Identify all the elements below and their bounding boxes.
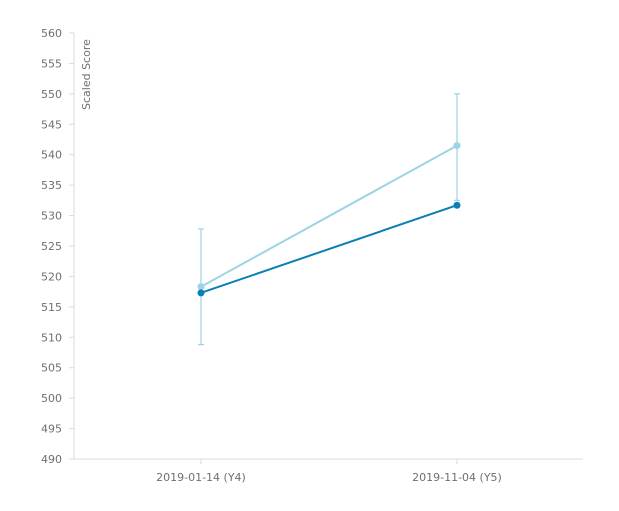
y-axis-title: Scaled Score	[80, 39, 93, 110]
y-tick-label: 550	[41, 88, 62, 101]
y-tick-label: 515	[41, 301, 62, 314]
series-line	[200, 204, 458, 294]
y-tick-label: 540	[41, 149, 62, 162]
y-tick-label: 545	[41, 118, 62, 131]
y-tick-label: 505	[41, 362, 62, 375]
y-tick-label: 495	[41, 423, 62, 436]
series-0	[197, 93, 461, 346]
data-point[interactable]	[453, 201, 461, 209]
y-axis: 490 495 500 505 510 515 520 525 530 535 540 545 550 5…	[41, 27, 75, 466]
data-point[interactable]	[197, 289, 205, 297]
data-point[interactable]	[453, 142, 461, 150]
series-line	[200, 144, 458, 288]
y-tick-label: 530	[41, 210, 62, 223]
x-axis: 2019-01-14 (Y4) 2019-11-04 (Y5)	[74, 458, 583, 484]
y-tick-label: 500	[41, 392, 62, 405]
x-tick-label: 2019-11-04 (Y5)	[412, 471, 502, 484]
x-tick-label: 2019-01-14 (Y4)	[156, 471, 246, 484]
data-point[interactable]	[197, 283, 205, 291]
y-tick-label: 490	[41, 453, 62, 466]
y-tick-label: 525	[41, 240, 62, 253]
y-tick-label: 560	[41, 27, 62, 40]
y-tick-label: 520	[41, 270, 62, 283]
y-tick-label: 555	[41, 57, 62, 70]
series-1	[197, 201, 461, 297]
y-tick-label: 510	[41, 331, 62, 344]
y-tick-label: 535	[41, 179, 62, 192]
series-layer	[197, 93, 461, 346]
